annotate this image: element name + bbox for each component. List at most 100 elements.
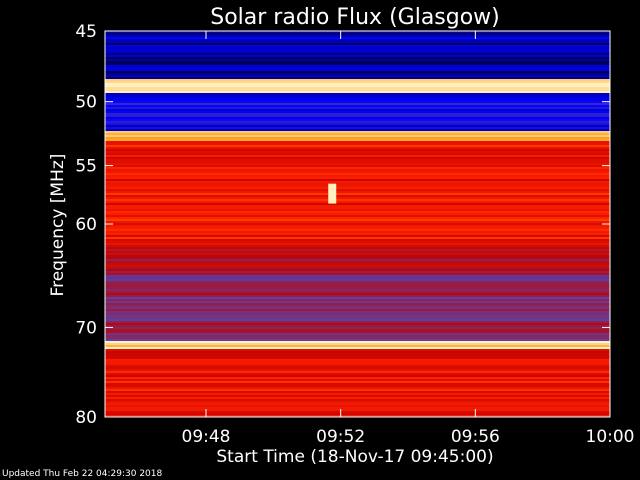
spectrogram-row [105,117,610,119]
spectrogram-row [105,35,610,37]
spectrogram-row [105,107,610,109]
spectrogram-row [105,297,610,299]
x-axis-label: Start Time (18-Nov-17 09:45:00) [216,447,493,467]
x-tick-label: 10:00 [586,427,635,447]
spectrogram-row [105,201,610,203]
spectrogram-row [105,85,610,87]
spectrogram-row [105,79,610,81]
update-timestamp: Updated Thu Feb 22 04:29:30 2018 [2,469,163,479]
spectrogram-row [105,247,610,249]
spectrogram-row [105,155,610,157]
spectrogram-row [105,371,610,373]
spectrogram-row [105,183,610,185]
spectrogram-row [105,235,610,237]
spectrogram-row [105,105,610,107]
y-tick-label: 70 [75,318,97,338]
spectrogram-row [105,189,610,191]
spectrogram-row [105,239,610,241]
spectrogram-row [105,413,610,415]
spectrogram-row [105,359,610,361]
spectrogram-row [105,271,610,273]
spectrogram-row [105,215,610,217]
spectrogram-row [105,123,610,125]
spectrogram-row [105,241,610,243]
spectrogram-row [105,195,610,197]
spectrogram-row [105,57,610,59]
spectrogram-row [105,269,610,271]
spectrogram-row [105,411,610,413]
spectrogram-row [105,387,610,389]
spectrogram-row [105,209,610,211]
spectrogram-row [105,303,610,305]
spectrogram-row [105,317,610,319]
spectrogram-row [105,325,610,327]
spectrogram-row [105,275,610,277]
spectrogram-row [105,97,610,99]
spectrogram-row [105,229,610,231]
spectrogram-row [105,345,610,347]
spectrogram-row [105,211,610,213]
y-tick-label: 60 [75,215,97,235]
spectrogram-row [105,37,610,39]
plot-area [105,31,610,417]
spectrogram-row [105,113,610,115]
spectrogram-row [105,321,610,323]
spectrogram-row [105,365,610,367]
y-tick-label: 45 [75,22,97,42]
spectrogram-row [105,207,610,209]
spectrogram-row [105,175,610,177]
spectrogram-row [105,55,610,57]
spectrogram-row [105,243,610,245]
spectrogram-row [105,403,610,405]
chart-title: Solar radio Flux (Glasgow) [210,5,500,30]
spectrogram-row [105,131,610,133]
spectrogram-row [105,315,610,317]
spectrogram-row [105,99,610,101]
spectrogram-row [105,143,610,145]
spectrogram-row [105,141,610,143]
spectrogram-row [105,109,610,111]
spectrogram-row [105,127,610,129]
spectrogram-row [105,61,610,63]
spectrogram-row [105,139,610,141]
spectrogram-row [105,115,610,117]
spectrogram-row [105,87,610,89]
y-axis: 45 50 55 60 70 80 [75,22,610,428]
spectrogram-row [105,171,610,173]
spectrogram-row [105,205,610,207]
x-tick-label: 09:56 [451,427,500,447]
spectrogram-row [105,51,610,53]
spectrogram-row [105,323,610,325]
spectrogram-row [105,81,610,83]
spectrogram-row [105,255,610,257]
spectrogram-row [105,263,610,265]
spectrogram-row [105,199,610,201]
spectrogram-row [105,125,610,127]
spectrogram-row [105,329,610,331]
spectrogram-row [105,71,610,73]
spectrogram-row [105,177,610,179]
spectrogram-row [105,401,610,403]
spectrogram-row [105,187,610,189]
spectrogram-row [105,93,610,95]
spectrogram-row [105,299,610,301]
spectrogram-row [105,351,610,353]
spectrogram-row [105,399,610,401]
x-axis: 09:48 09:52 09:56 10:00 [182,31,635,447]
spectrogram-row [105,373,610,375]
spectrogram-row [105,355,610,357]
spectrogram-row [105,277,610,279]
spectrogram-row [105,253,610,255]
spectrogram-row [105,91,610,93]
spectrogram-row [105,265,610,267]
spectrogram-row [105,49,610,51]
spectrogram-row [105,281,610,283]
spectrogram-row [105,77,610,79]
spectrogram-row [105,223,610,225]
spectrogram-row [105,217,610,219]
spectrogram-row [105,167,610,169]
spectrogram-row [105,295,610,297]
spectrogram-row [105,343,610,345]
spectrogram-row [105,363,610,365]
